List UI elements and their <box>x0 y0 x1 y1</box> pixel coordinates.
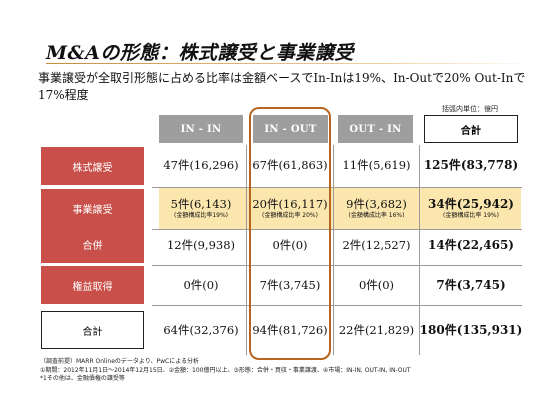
title-underline <box>46 63 536 64</box>
grid-line <box>152 229 522 230</box>
table-cell: 125件(83,778) <box>423 158 519 172</box>
grid-line <box>246 145 247 355</box>
table-cell: 67件(61,863) <box>252 158 328 172</box>
table-cell: 0件(0) <box>183 278 219 292</box>
grid-line <box>333 145 334 355</box>
column-header-total: 合計 <box>424 115 518 143</box>
row-label-total: 合計 <box>41 311 144 349</box>
footnotes: （調査前提）MARR Onlineのデータより、PwCによる分析 ①期間：201… <box>40 358 540 384</box>
grid-line <box>152 305 522 306</box>
table-cell: 47件(16,296) <box>163 158 239 172</box>
row-label-interest-acquisition: 権益取得 <box>41 266 144 304</box>
table-cell: 12件(9,938) <box>166 238 236 252</box>
table-cell: 180件(135,931) <box>419 323 523 337</box>
table-cell: 2件(12,527) <box>342 238 411 252</box>
table-cell: 20件(16,117) (金額構成比率 20%) <box>252 196 328 219</box>
column-header-out-in: OUT - IN <box>338 115 413 143</box>
unit-note: 括弧内単位：億円 <box>442 105 498 113</box>
table-cell: 7件(3,745) <box>436 278 506 292</box>
table-cell: 22件(21,829) <box>338 323 415 337</box>
subtitle: 事業譲受が全取引形態に占める比率は金額ベースでIn-Inは19%、In-Outで… <box>38 71 526 102</box>
table-cell: 64件(32,376) <box>163 323 239 337</box>
grid-line <box>152 265 522 266</box>
in-out-highlight-frame <box>249 107 331 360</box>
table-cell: 34件(25,942) (金額構成比率 19%) <box>428 196 514 219</box>
row-label-merger: 合併 <box>41 225 144 263</box>
footnote-source: （調査前提）MARR Onlineのデータより、PwCによる分析 <box>40 358 200 365</box>
page-title: M&Aの形態：株式譲受と事業譲受 <box>46 42 354 64</box>
table-cell: 0件(0) <box>272 238 308 252</box>
row-label-business-transfer: 事業譲受 <box>41 189 144 227</box>
column-header-in-out: IN - OUT <box>253 115 328 143</box>
table-cell: 5件(6,143) (金額構成比率19%) <box>170 196 232 219</box>
column-header-in-in: IN - IN <box>159 115 243 143</box>
table-cell: 14件(22,465) <box>428 238 514 252</box>
footnote-other: *1その他は、金融債権の譲受等 <box>40 375 125 382</box>
grid-line <box>152 187 522 188</box>
table-cell: 9件(3,682) (金額構成比率 16%) <box>346 196 407 219</box>
grid-line <box>419 145 420 355</box>
table-cell: 11件(5,619) <box>342 158 411 172</box>
row-label-share-acquisition: 株式譲受 <box>41 147 144 185</box>
table-cell: 7件(3,745) <box>259 278 321 292</box>
table-cell: 94件(81,726) <box>252 323 328 337</box>
highlight-row-background <box>159 187 521 230</box>
footnote-conditions: ①期間：2012年11月1日～2014年12月15日、②金額：100億円以上、③… <box>40 366 411 374</box>
table-cell: 0件(0) <box>358 278 395 292</box>
